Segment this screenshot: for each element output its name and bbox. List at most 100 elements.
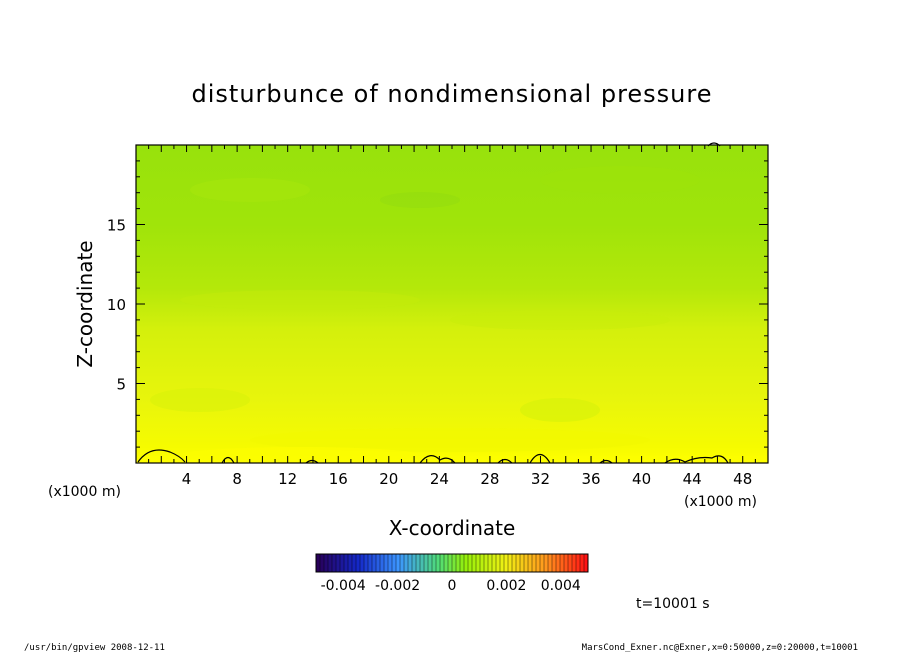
colorbar-tick-label: 0.002	[486, 578, 526, 594]
colorbar-cell	[412, 554, 417, 572]
colorbar-cell	[436, 554, 441, 572]
contour-line	[137, 142, 729, 464]
colorbar-cell	[568, 554, 573, 572]
time-label: t=10001 s	[636, 596, 710, 612]
colorbar-cell	[508, 554, 513, 572]
colorbar-cell	[552, 554, 557, 572]
colorbar-cell	[520, 554, 525, 572]
colorbar-cell	[428, 554, 433, 572]
colorbar-cell	[376, 554, 381, 572]
colorbar-cell	[396, 554, 401, 572]
colorbar-cell	[564, 554, 569, 572]
colorbar-cell	[404, 554, 409, 572]
colorbar-cell	[452, 554, 457, 572]
x-axis-label: X-coordinate	[389, 516, 516, 540]
colorbar-tick-label: -0.004	[321, 578, 366, 594]
colorbar-cell	[364, 554, 369, 572]
colorbar-cell	[424, 554, 429, 572]
x-tick-label: 16	[329, 470, 348, 488]
x-unit-right: (x1000 m)	[684, 494, 757, 510]
y-tick-label: 10	[107, 296, 126, 314]
colorbar-cell	[560, 554, 565, 572]
colorbar-cell	[344, 554, 349, 572]
colorbar-cell	[320, 554, 325, 572]
colorbar-cell	[556, 554, 561, 572]
colorbar-cell	[476, 554, 481, 572]
footer-left: /usr/bin/gpview 2008-12-11	[24, 643, 165, 653]
colorbar-cell	[496, 554, 501, 572]
colorbar-cell	[392, 554, 397, 572]
colorbar-cell	[548, 554, 553, 572]
colorbar-cell	[472, 554, 477, 572]
colorbar-cell	[488, 554, 493, 572]
x-tick-label: 32	[531, 470, 550, 488]
x-tick-label: 20	[379, 470, 398, 488]
colorbar-cell	[460, 554, 465, 572]
x-tick-label: 24	[430, 470, 449, 488]
y-tick-label: 5	[116, 376, 126, 394]
x-tick-label: 48	[733, 470, 752, 488]
colorbar-cell	[416, 554, 421, 572]
x-tick-label: 44	[683, 470, 702, 488]
colorbar-cell	[456, 554, 461, 572]
colorbar-cell	[432, 554, 437, 572]
colorbar-cell	[444, 554, 449, 572]
colorbar-cell	[572, 554, 577, 572]
x-tick-label: 12	[278, 470, 297, 488]
colorbar-cell	[380, 554, 385, 572]
colorbar-cell	[408, 554, 413, 572]
colorbar-cell	[316, 554, 321, 572]
colorbar-cell	[504, 554, 509, 572]
colorbar-cell	[528, 554, 533, 572]
colorbar-cell	[352, 554, 357, 572]
colorbar-cell	[484, 554, 489, 572]
colorbar-tick-label: 0.004	[541, 578, 581, 594]
colorbar	[315, 554, 589, 572]
colorbar-cell	[400, 554, 405, 572]
footer-right: MarsCond_Exner.nc@Exner,x=0:50000,z=0:20…	[582, 643, 858, 653]
colorbar-cell	[384, 554, 389, 572]
colorbar-frame	[315, 553, 589, 573]
x-tick-label: 36	[581, 470, 600, 488]
colorbar-cell	[500, 554, 505, 572]
colorbar-cell	[584, 554, 589, 572]
colorbar-cell	[544, 554, 549, 572]
x-tick-label: 28	[480, 470, 499, 488]
colorbar-tick-label: 0	[448, 578, 457, 594]
colorbar-cell	[440, 554, 445, 572]
x-unit-left: (x1000 m)	[48, 484, 121, 500]
colorbar-cell	[388, 554, 393, 572]
colorbar-cell	[536, 554, 541, 572]
y-tick-label: 15	[107, 217, 126, 235]
colorbar-cell	[464, 554, 469, 572]
x-tick-label: 40	[632, 470, 651, 488]
colorbar-cell	[532, 554, 537, 572]
colorbar-tick-label: -0.002	[375, 578, 420, 594]
colorbar-cell	[328, 554, 333, 572]
colorbar-cell	[340, 554, 345, 572]
colorbar-cell	[360, 554, 365, 572]
x-tick-label: 4	[182, 470, 192, 488]
colorbar-cell	[348, 554, 353, 572]
colorbar-cell	[540, 554, 545, 572]
colorbar-cell	[516, 554, 521, 572]
colorbar-cell	[576, 554, 581, 572]
colorbar-labels: -0.004 -0.002 0 0.002 0.004	[321, 578, 581, 594]
heatmap-field	[136, 145, 768, 463]
colorbar-cell	[480, 554, 485, 572]
colorbar-cell	[372, 554, 377, 572]
colorbar-cell	[324, 554, 329, 572]
colorbar-cell	[368, 554, 373, 572]
colorbar-cell	[512, 554, 517, 572]
y-axis-label: Z-coordinate	[73, 240, 97, 367]
colorbar-cell	[448, 554, 453, 572]
colorbar-cell	[468, 554, 473, 572]
x-tick-label: 8	[232, 470, 242, 488]
colorbar-cell	[580, 554, 585, 572]
colorbar-cell	[356, 554, 361, 572]
colorbar-cell	[420, 554, 425, 572]
colorbar-cell	[492, 554, 497, 572]
chart-title: disturbunce of nondimensional pressure	[192, 80, 713, 108]
